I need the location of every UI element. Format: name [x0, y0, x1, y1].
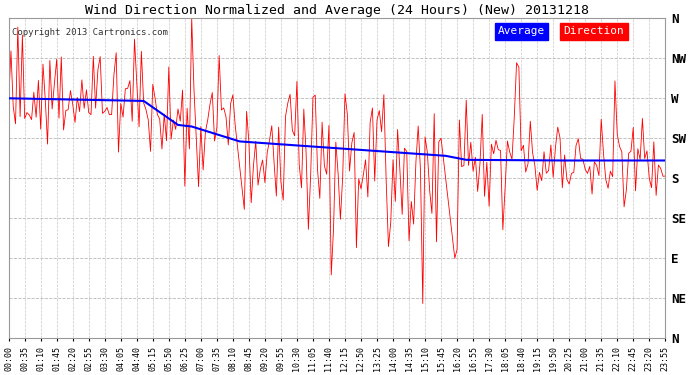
Text: Average: Average: [498, 26, 545, 36]
Text: Direction: Direction: [564, 26, 624, 36]
Text: Copyright 2013 Cartronics.com: Copyright 2013 Cartronics.com: [12, 28, 168, 37]
Title: Wind Direction Normalized and Average (24 Hours) (New) 20131218: Wind Direction Normalized and Average (2…: [85, 4, 589, 17]
